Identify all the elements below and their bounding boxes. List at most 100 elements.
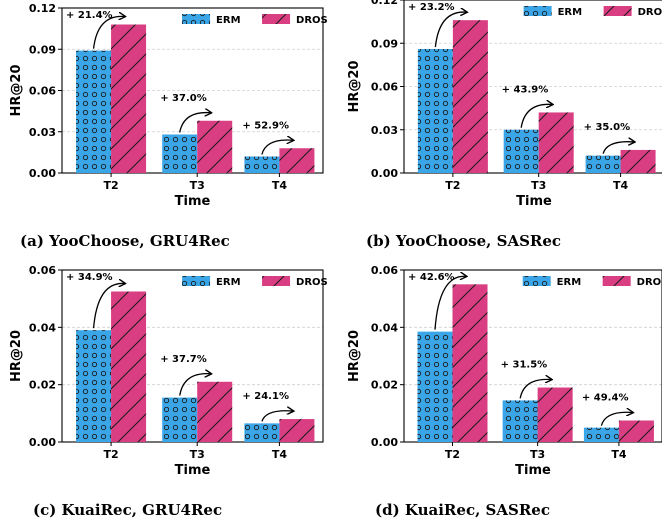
x-tick-label: T2 bbox=[103, 179, 118, 192]
bar-erm-pattern bbox=[244, 156, 280, 173]
legend-swatch-erm-pattern bbox=[523, 6, 552, 16]
improvement-arrow bbox=[179, 374, 211, 396]
y-tick-label: 0.02 bbox=[29, 379, 56, 392]
chart-panel-2: 0.00 0.03 0.06 0.09 0.12 T2 + 23.2% T3 + 43.9% T4… bbox=[347, 0, 662, 250]
improvement-label: + 37.7% bbox=[160, 354, 207, 365]
legend-swatch-dros-pattern bbox=[262, 14, 291, 24]
bar-dros-pattern bbox=[620, 149, 656, 173]
legend-label-erm: ERM bbox=[557, 277, 582, 288]
improvement-label: + 31.5% bbox=[501, 360, 548, 371]
y-axis-label: HR@20 bbox=[9, 330, 24, 382]
y-tick-label: 0.12 bbox=[29, 2, 56, 15]
legend-label-dros: DROS bbox=[296, 15, 328, 26]
y-tick-label: 0.00 bbox=[371, 167, 398, 180]
improvement-label: + 23.2% bbox=[408, 2, 455, 13]
x-tick-label: T4 bbox=[272, 448, 288, 461]
improvement-label: + 49.4% bbox=[582, 393, 629, 404]
y-tick-label: 0.03 bbox=[29, 126, 56, 139]
improvement-label: + 21.4% bbox=[66, 10, 113, 21]
bar-erm-pattern bbox=[502, 400, 538, 442]
improvement-arrow bbox=[520, 104, 552, 128]
improvement-arrow bbox=[261, 411, 293, 422]
improvement-label: + 52.9% bbox=[242, 120, 289, 131]
y-tick-label: 0.03 bbox=[371, 124, 398, 137]
panel-caption: (c) KuaiRec, GRU4Rec bbox=[33, 501, 222, 519]
chart-panel-4: 0.00 0.02 0.04 0.06 T2 + 42.6% T3 + 31.5% T4 + 49… bbox=[347, 264, 662, 519]
improvement-label: + 37.0% bbox=[160, 93, 207, 104]
panel-caption: (a) YooChoose, GRU4Rec bbox=[20, 232, 230, 250]
legend-swatch-erm-pattern bbox=[182, 276, 211, 286]
legend-swatch-dros-pattern bbox=[602, 276, 631, 286]
bar-erm-pattern bbox=[162, 134, 198, 173]
improvement-label: + 43.9% bbox=[502, 84, 549, 95]
y-tick-label: 0.06 bbox=[29, 85, 56, 98]
x-tick-label: T2 bbox=[445, 179, 460, 192]
y-tick-label: 0.09 bbox=[29, 43, 56, 56]
bar-dros-pattern bbox=[538, 112, 574, 173]
chart-panel-1: 0.00 0.03 0.06 0.09 0.12 T2 + 21.4% T3 + 37.0% T4… bbox=[9, 2, 328, 250]
improvement-arrow bbox=[434, 12, 466, 48]
bar-erm-pattern bbox=[244, 423, 280, 442]
x-tick-label: T3 bbox=[190, 448, 205, 461]
legend-swatch-erm-pattern bbox=[522, 276, 551, 286]
bar-erm-pattern bbox=[76, 50, 112, 173]
bar-dros-pattern bbox=[279, 148, 315, 173]
bar-dros-pattern bbox=[452, 20, 488, 173]
bar-dros-pattern bbox=[618, 420, 654, 442]
improvement-arrow bbox=[600, 412, 632, 426]
x-tick-label: T3 bbox=[530, 448, 545, 461]
y-tick-label: 0.06 bbox=[371, 81, 398, 94]
y-tick-label: 0.02 bbox=[371, 379, 398, 392]
y-tick-label: 0.04 bbox=[371, 321, 398, 334]
y-tick-label: 0.00 bbox=[371, 436, 398, 449]
improvement-arrow bbox=[179, 113, 211, 133]
chart-panel-3: 0.00 0.02 0.04 0.06 T2 + 34.9% T3 + 37.7% T4 + 24… bbox=[9, 264, 328, 519]
x-tick-label: T2 bbox=[445, 448, 460, 461]
bar-erm-pattern bbox=[583, 427, 619, 442]
bar-dros-pattern bbox=[111, 24, 147, 173]
y-tick-label: 0.00 bbox=[29, 436, 56, 449]
bar-erm-pattern bbox=[162, 397, 198, 442]
bar-erm-pattern bbox=[76, 330, 112, 442]
bar-dros-pattern bbox=[537, 387, 573, 442]
improvement-label: + 34.9% bbox=[66, 272, 113, 283]
legend-label-dros: DROS bbox=[638, 7, 662, 18]
legend-swatch-dros-pattern bbox=[262, 276, 291, 286]
x-tick-label: T3 bbox=[190, 179, 205, 192]
improvement-arrow bbox=[434, 276, 466, 330]
legend-swatch-dros-pattern bbox=[603, 6, 632, 16]
improvement-arrow bbox=[602, 142, 634, 154]
x-tick-label: T4 bbox=[611, 448, 627, 461]
y-axis-label: HR@20 bbox=[347, 61, 362, 113]
bar-erm-pattern bbox=[417, 331, 453, 442]
y-axis-label: HR@20 bbox=[9, 65, 24, 117]
legend: ERM DROS bbox=[182, 276, 328, 288]
legend: ERM DROS bbox=[182, 14, 328, 26]
bar-erm-pattern bbox=[503, 129, 539, 173]
legend-label-dros: DROS bbox=[296, 277, 328, 288]
x-axis-label: Time bbox=[175, 463, 211, 478]
bar-dros-pattern bbox=[452, 284, 488, 442]
x-tick-label: T3 bbox=[531, 179, 546, 192]
bar-dros-pattern bbox=[111, 291, 147, 442]
legend: ERM DROS bbox=[523, 6, 662, 18]
legend-label-erm: ERM bbox=[216, 15, 241, 26]
y-axis-label: HR@20 bbox=[347, 330, 362, 382]
bar-erm-pattern bbox=[417, 49, 453, 174]
y-tick-label: 0.06 bbox=[371, 264, 398, 277]
x-axis-label: Time bbox=[516, 194, 552, 209]
improvement-label: + 42.6% bbox=[408, 272, 455, 283]
x-axis-label: Time bbox=[175, 194, 211, 209]
bar-dros-pattern bbox=[197, 381, 233, 442]
legend: ERM DROS bbox=[522, 276, 662, 288]
panel-caption: (b) YooChoose, SASRec bbox=[366, 232, 561, 250]
improvement-label: + 35.0% bbox=[584, 122, 631, 133]
bar-erm-pattern bbox=[585, 155, 621, 173]
legend-label-dros: DROS bbox=[637, 277, 662, 288]
x-tick-label: T2 bbox=[103, 448, 118, 461]
x-tick-label: T4 bbox=[613, 179, 629, 192]
y-tick-label: 0.04 bbox=[29, 321, 56, 334]
bar-dros-pattern bbox=[197, 120, 233, 173]
legend-label-erm: ERM bbox=[216, 277, 241, 288]
